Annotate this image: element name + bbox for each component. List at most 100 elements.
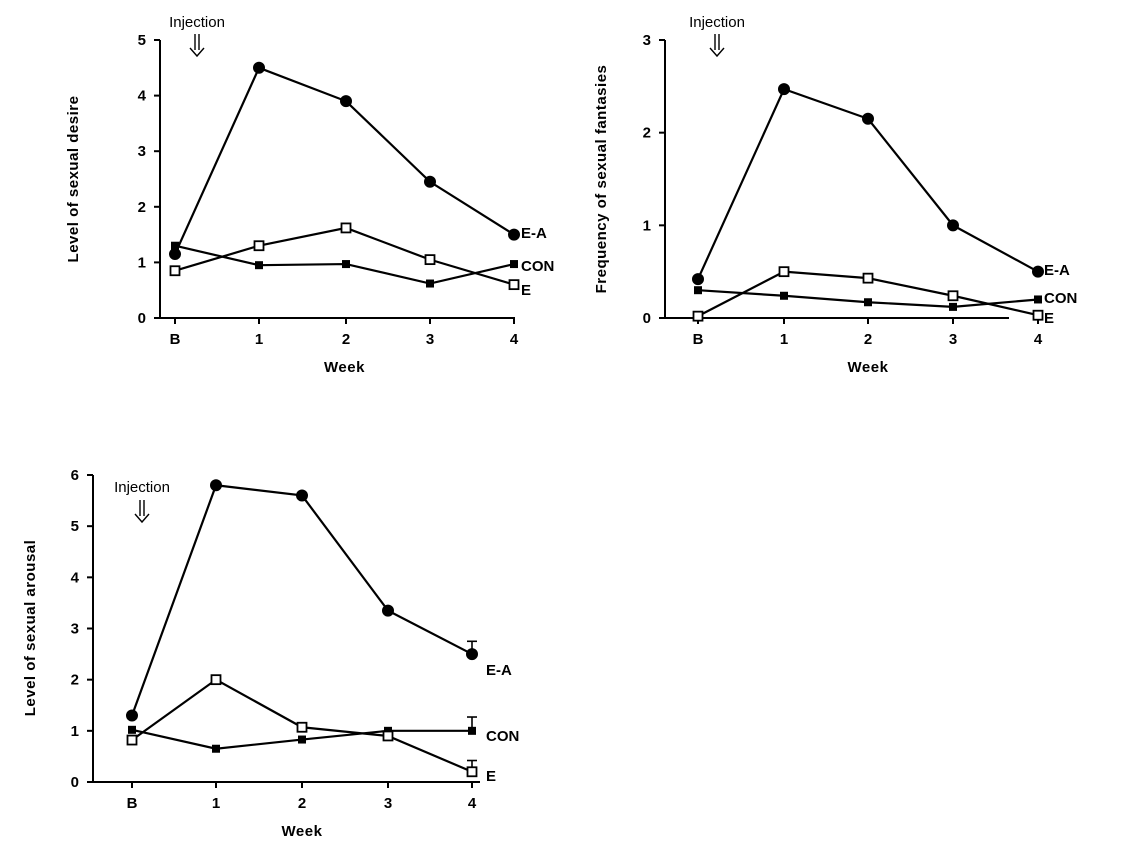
y-tick-label: 2 [643,125,651,142]
y-tick-label: 1 [71,723,79,740]
injection-label: Injection [114,479,170,496]
series-ea-label: E-A [521,225,547,242]
y-tick-label: 2 [71,672,79,689]
x-tick-label: 1 [255,331,263,348]
y-tick-label: 2 [138,199,146,216]
x-tick-label: 4 [1034,331,1043,348]
series-e-label: E [521,282,531,299]
injection-label: Injection [169,14,225,31]
x-tick-label: 4 [468,795,477,812]
series-con-point [128,725,136,734]
series-con-point [1034,295,1042,304]
series-e-point [382,730,394,742]
y-axis-title: Frequency of sexual fantasies [593,65,610,294]
y-tick-label: 0 [71,774,79,791]
series-ea-point [253,61,265,74]
y-tick-label: 3 [71,621,79,638]
x-tick-label: 4 [510,331,519,348]
series-con-point [694,286,702,295]
chart-sexual-fantasies: 0 1 2 3 B 1 2 3 4 Week Frequency of sexual fantasi… [593,14,1077,376]
series-e-point [424,254,436,266]
series-ea-point [1032,265,1044,278]
series-con-point [864,298,872,307]
series-ea-point [692,273,704,286]
series-ea-point [778,83,790,96]
x-axis-title: Week [324,359,365,376]
series-e-point [340,222,352,234]
series-con-point [298,735,306,744]
series-ea-point [862,112,874,125]
y-tick-label: 4 [71,569,80,586]
series-con-point [426,279,434,288]
injection-arrow-head [134,513,150,524]
y-tick-label: 5 [71,518,79,535]
series-ea-point [169,248,181,261]
y-tick-label: 3 [138,143,146,160]
x-tick-label: B [693,331,704,348]
series-e-point [210,674,222,686]
series-e-point [253,240,265,252]
series-ea-point [126,709,138,722]
series-ea-point [947,219,959,232]
y-tick-label: 1 [138,254,146,271]
series-e-point [778,266,790,278]
y-tick-label: 1 [643,217,651,234]
series-con-point [780,291,788,300]
series-ea-point [508,228,520,241]
series-con-point [949,302,957,311]
y-tick-label: 4 [138,88,147,105]
y-tick-label: 0 [138,310,146,327]
series-ea-point [424,175,436,188]
injection-label: Injection [689,14,745,31]
series-ea-point [210,479,222,492]
series-ea-label: E-A [486,662,512,679]
series-e-point [692,310,704,322]
series-ea-point [466,648,478,661]
series-e-point [947,290,959,302]
injection-arrow-head [189,47,205,58]
series-con-point [342,260,350,269]
series-ea-label: E-A [1044,262,1070,279]
series-con-point [468,726,476,735]
series-con-point [212,744,220,753]
series-e-point [508,279,520,291]
x-axis-title: Week [848,359,889,376]
x-tick-label: 1 [780,331,788,348]
y-axis-title: Level of sexual arousal [22,540,39,717]
x-tick-label: 3 [949,331,957,348]
x-axis-title: Week [282,823,323,840]
series-e-point [169,265,181,277]
series-con-point [510,260,518,269]
injection-arrow-head [709,47,725,58]
series-e-point [126,734,138,746]
series-e-point [1032,309,1044,321]
series-con-label: CON [486,728,519,745]
x-tick-label: 3 [384,795,392,812]
series-e-label: E [486,768,496,785]
y-tick-label: 5 [138,32,146,49]
series-ea-line [130,484,473,716]
series-ea-point [340,95,352,108]
series-con-label: CON [521,258,554,275]
series-e-point [862,272,874,284]
series-ea-point [296,489,308,502]
y-tick-label: 6 [71,467,79,484]
series-con-point [255,261,263,270]
chart-sexual-arousal: 0 1 2 3 4 5 6 B 1 2 3 4 Week Level of sexual arousal I… [22,467,519,840]
series-e-label: E [1044,310,1054,327]
y-tick-label: 0 [643,310,651,327]
chart-sexual-desire: 0 1 2 3 4 5 B 1 2 3 4 Week Level of sexual desire Inj… [65,14,554,376]
series-ea-point [382,604,394,617]
series-con-label: CON [1044,290,1077,307]
y-tick-label: 3 [643,32,651,49]
x-tick-label: 2 [864,331,872,348]
x-tick-label: B [127,795,138,812]
series-e-point [296,721,308,733]
x-tick-label: 3 [426,331,434,348]
y-axis-title: Level of sexual desire [65,96,82,263]
series-e-point [466,766,478,778]
x-tick-label: 2 [298,795,306,812]
x-tick-label: B [170,331,181,348]
x-tick-label: 2 [342,331,350,348]
